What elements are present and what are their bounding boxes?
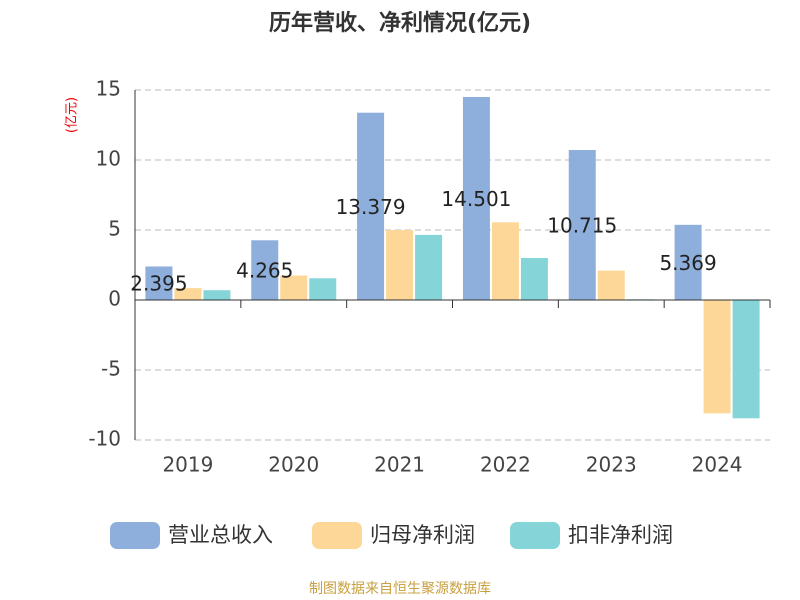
- bar: [674, 224, 702, 300]
- bar: [568, 149, 596, 300]
- bar: [732, 300, 760, 419]
- bar: [280, 275, 308, 300]
- data-label: 14.501: [441, 187, 511, 211]
- bar: [415, 234, 443, 300]
- y-tick-label: 15: [96, 77, 121, 101]
- legend-label: 归母净利润: [370, 523, 475, 547]
- data-label: 4.265: [236, 259, 293, 283]
- legend-swatch: [110, 522, 160, 549]
- bar: [491, 222, 519, 300]
- x-tick-label: 2019: [162, 453, 213, 477]
- y-tick-label: -5: [101, 357, 121, 381]
- data-label: 10.715: [547, 213, 617, 237]
- bar: [203, 290, 231, 300]
- y-tick-label: -10: [88, 427, 121, 451]
- chart-title: 历年营收、净利情况(亿元): [269, 10, 531, 36]
- y-tick-label: 5: [108, 217, 121, 241]
- bar: [357, 112, 385, 300]
- bar: [520, 258, 548, 300]
- bar: [703, 300, 731, 414]
- data-label: 5.369: [659, 251, 716, 275]
- y-tick-label: 0: [108, 287, 121, 311]
- x-tick-label: 2022: [480, 453, 531, 477]
- y-axis-label: (亿元): [65, 97, 80, 133]
- legend-label: 营业总收入: [168, 523, 273, 547]
- source: 制图数据来自恒生聚源数据库: [309, 581, 491, 597]
- legend-label: 扣非净利润: [568, 523, 673, 547]
- bar: [251, 240, 279, 300]
- x-tick-label: 2024: [692, 453, 743, 477]
- bar: [309, 278, 337, 300]
- bar: [597, 270, 625, 300]
- y-tick-label: 10: [96, 147, 121, 171]
- bar: [386, 230, 414, 300]
- legend-swatch: [312, 522, 362, 549]
- data-label: 2.395: [130, 272, 187, 296]
- data-label: 13.379: [336, 195, 406, 219]
- x-tick-label: 2021: [374, 453, 425, 477]
- x-tick-label: 2023: [586, 453, 637, 477]
- bar: [174, 288, 202, 300]
- x-tick-label: 2020: [268, 453, 319, 477]
- bar: [145, 266, 173, 300]
- legend-swatch: [510, 522, 560, 549]
- bar: [462, 96, 490, 301]
